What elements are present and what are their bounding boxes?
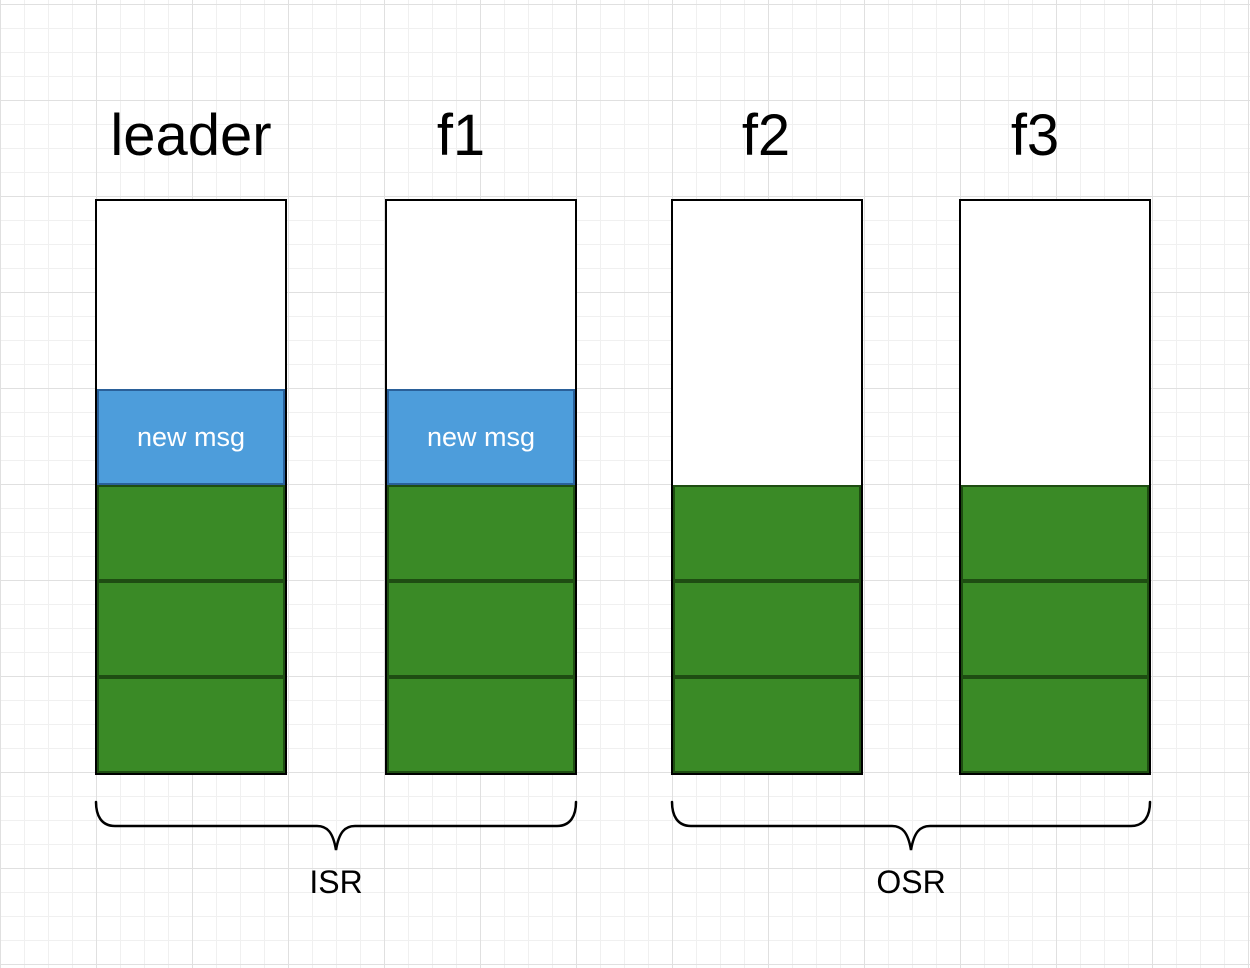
replica-label-f2: f2 [741, 102, 791, 168]
replica-log-f1: new msg [385, 199, 577, 775]
group-label-osr: OSR [876, 863, 946, 900]
replica-label-leader: leader [110, 102, 272, 168]
log-empty-space [961, 201, 1149, 485]
replica-label-f3: f3 [1010, 102, 1060, 168]
committed-segment [387, 677, 575, 773]
new-msg-segment: new msg [97, 389, 285, 485]
committed-segment [97, 485, 285, 581]
committed-segment [387, 485, 575, 581]
new-msg-text: new msg [426, 421, 536, 452]
replica-log-leader: new msg [95, 199, 287, 775]
committed-segment [97, 581, 285, 677]
committed-segment [97, 677, 285, 773]
osr-brace [670, 800, 1152, 851]
log-empty-space [673, 201, 861, 485]
committed-segment [673, 581, 861, 677]
log-empty-space [97, 201, 285, 389]
committed-segment [673, 677, 861, 773]
isr-brace [94, 800, 578, 851]
committed-segment [387, 581, 575, 677]
committed-segment [961, 485, 1149, 581]
log-empty-space [387, 201, 575, 389]
committed-segment [673, 485, 861, 581]
committed-segment [961, 581, 1149, 677]
replica-log-f3 [959, 199, 1151, 775]
group-label-isr: ISR [309, 863, 363, 900]
new-msg-segment: new msg [387, 389, 575, 485]
replica-label-f1: f1 [436, 102, 486, 168]
new-msg-text: new msg [136, 421, 246, 452]
committed-segment [961, 677, 1149, 773]
replica-log-f2 [671, 199, 863, 775]
